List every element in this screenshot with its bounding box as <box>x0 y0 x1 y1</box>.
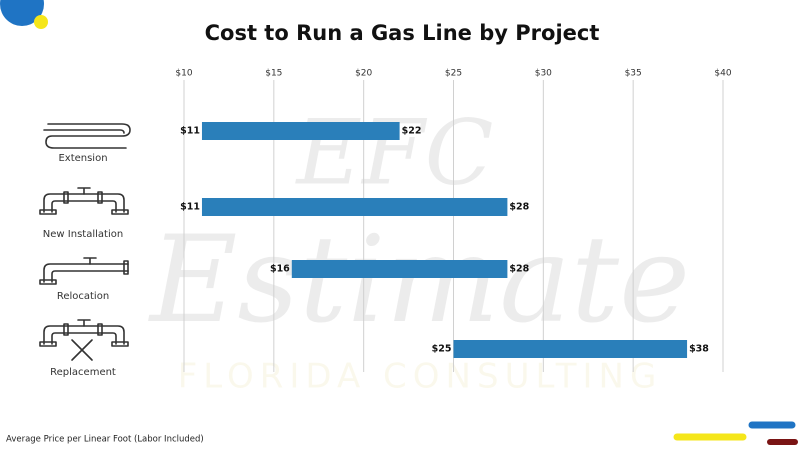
value-label: $25 <box>432 344 452 355</box>
pipe-icon <box>39 319 129 347</box>
value-label: $22 <box>402 126 422 137</box>
x-tick-label: $30 <box>535 69 552 79</box>
watermark: EFC Estimate FLORIDA CONSULTING <box>148 100 690 396</box>
footnote: Average Price per Linear Foot (Labor Inc… <box>6 435 204 445</box>
pipe-icon <box>39 187 129 215</box>
x-tick-label: $35 <box>625 69 642 79</box>
tools-icon <box>71 339 93 361</box>
watermark-text: FLORIDA CONSULTING <box>178 357 663 397</box>
decor-dot <box>34 15 48 29</box>
x-tick-label: $15 <box>265 69 282 79</box>
hose-icon <box>43 123 131 149</box>
watermark-text: EFC <box>294 100 493 205</box>
bar <box>201 198 508 216</box>
value-label: $16 <box>270 264 290 275</box>
value-label: $11 <box>180 126 200 137</box>
category-label: Extension <box>58 153 107 164</box>
x-tick-label: $25 <box>445 69 462 79</box>
pipe-icon <box>39 257 129 285</box>
value-label: $28 <box>509 202 529 213</box>
x-tick-label: $10 <box>175 69 192 79</box>
bar <box>453 340 688 358</box>
chart-title: Cost to Run a Gas Line by Project <box>205 21 600 45</box>
value-label: $28 <box>509 264 529 275</box>
category-label: Relocation <box>57 291 109 302</box>
watermark-text: Estimate <box>148 211 690 350</box>
icons <box>39 123 131 361</box>
bar <box>201 122 400 140</box>
x-tick-label: $40 <box>714 69 731 79</box>
category-label: New Installation <box>43 229 123 240</box>
x-tick-label: $20 <box>355 69 372 79</box>
bar <box>291 260 508 278</box>
category-label: Replacement <box>50 367 116 378</box>
value-label: $38 <box>689 344 709 355</box>
decor-circle <box>0 0 44 26</box>
value-label: $11 <box>180 202 200 213</box>
